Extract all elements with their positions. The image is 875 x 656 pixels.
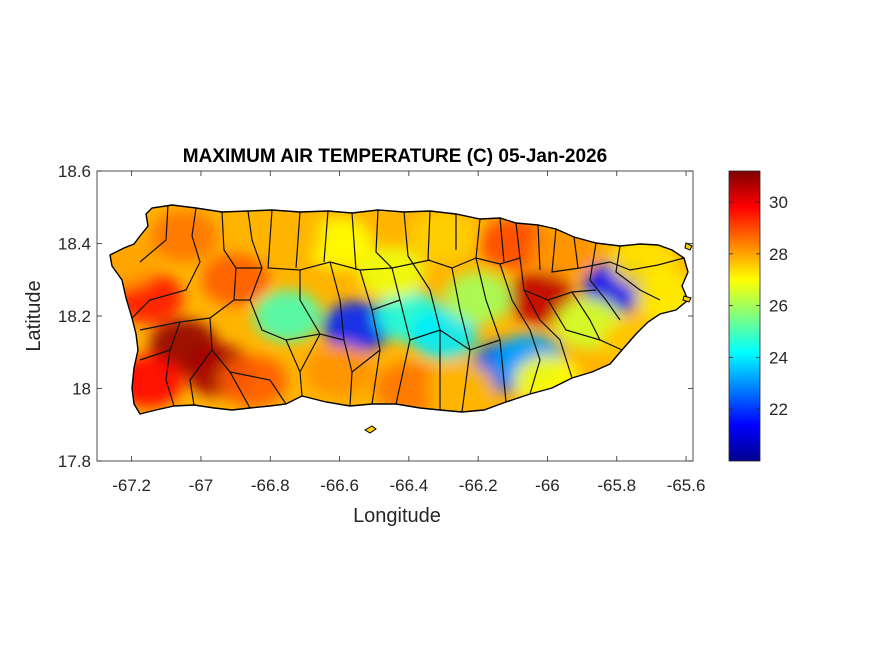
x-tick-label: -65.8 (597, 476, 636, 495)
temperature-sample (149, 210, 218, 263)
temperature-sample (478, 217, 547, 270)
colorbar-tick-label: 28 (769, 245, 788, 264)
x-tick-label: -66.2 (459, 476, 498, 495)
y-tick-label: 18 (72, 380, 91, 399)
offshore-islet (684, 242, 693, 251)
temperature-sample (357, 246, 426, 299)
y-axis: 17.8 18 18.2 18.4 18.6 (58, 162, 693, 471)
offshore-islet (682, 295, 692, 303)
temperature-sample (110, 235, 159, 288)
temperature-sample (374, 362, 443, 414)
colorbar-tick-label: 22 (769, 400, 788, 419)
temperature-sample (305, 217, 374, 270)
y-tick-label: 18.6 (58, 162, 91, 181)
municipality-boundaries (131, 205, 685, 413)
temperature-sample (253, 290, 322, 342)
y-tick-label: 18.4 (58, 235, 91, 254)
chart-title: MAXIMUM AIR TEMPERATURE (C) 05-Jan-2026 (183, 146, 607, 167)
colorbar-tick-label: 26 (769, 297, 788, 316)
colorbar-gradient (728, 170, 761, 462)
x-tick-label: -66.4 (389, 476, 428, 495)
x-axis-label: Longitude (353, 505, 441, 527)
temperature-sample (409, 210, 478, 263)
y-tick-label: 17.8 (58, 452, 91, 471)
x-tick-label: -66 (535, 476, 560, 495)
y-tick-label: 18.2 (58, 307, 91, 326)
offshore-islet (364, 425, 377, 434)
colorbar: 22 24 26 28 30 (728, 170, 788, 462)
temperature-sample (444, 271, 513, 324)
x-tick-label: -65.6 (667, 476, 706, 495)
colorbar-tick-label: 24 (769, 348, 788, 367)
x-tick-label: -67.2 (112, 476, 151, 495)
temperature-sample (426, 362, 495, 414)
temperature-sample (322, 300, 391, 353)
y-axis-label: Latitude (23, 280, 45, 351)
temperature-sample (253, 210, 322, 263)
temperature-sample (218, 355, 287, 408)
temperature-sample (409, 308, 478, 361)
x-tick-label: -66.8 (251, 476, 290, 495)
x-tick-label: -67 (189, 476, 214, 495)
x-axis: -67.2 -67 -66.8 -66.6 -66.4 -66.2 -66 -65.8 -65.… (112, 171, 705, 495)
x-tick-label: -66.6 (320, 476, 359, 495)
temperature-sample (305, 344, 374, 397)
colorbar-tick-label: 30 (769, 193, 788, 212)
